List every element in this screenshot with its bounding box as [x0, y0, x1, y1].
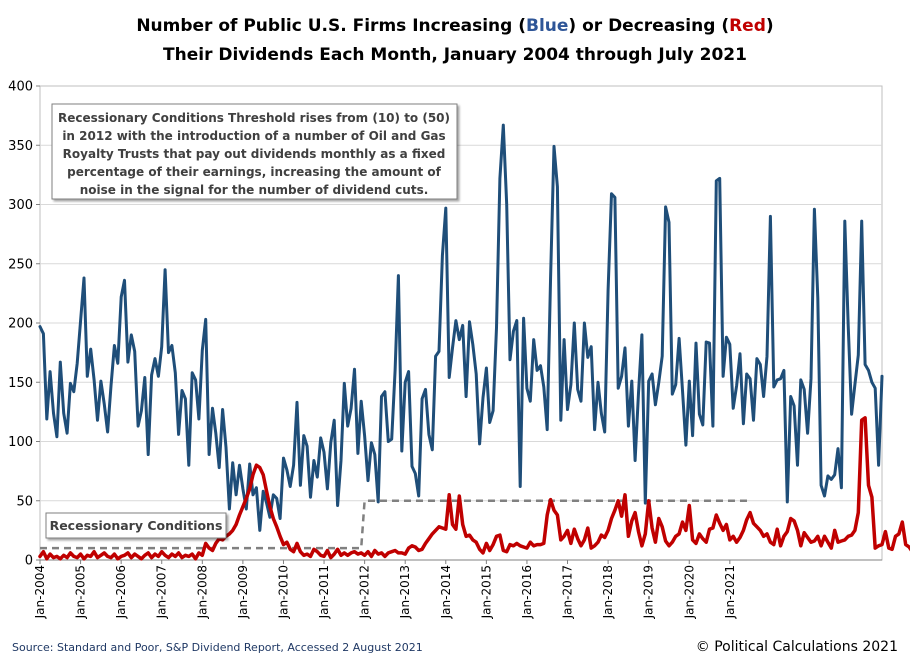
x-axis: Jan-2004 Jan-2005 Jan-2006 Jan-2007 Jan-2008…: [33, 559, 882, 619]
y-tick-label: 250: [8, 257, 33, 272]
annotation-line: percentage of their earnings, increasing…: [67, 165, 441, 179]
copyright-credit: © Political Calculations 2021: [696, 639, 898, 655]
y-tick-label: 350: [8, 139, 33, 154]
series-layer: [38, 123, 910, 561]
x-tick-label: Jan-2007: [155, 565, 169, 619]
series-line-decreasing: [38, 416, 910, 561]
y-tick-label: 150: [8, 376, 33, 391]
x-tick-label: Jan-2010: [276, 565, 290, 619]
recessionary-conditions-text: Recessionary Conditions: [50, 518, 223, 533]
x-tick-label: Jan-2019: [642, 565, 656, 619]
x-tick-label: Jan-2008: [195, 565, 209, 619]
y-tick-label: 200: [8, 317, 33, 332]
x-tick-label: Jan-2016: [520, 565, 534, 619]
x-tick-label: Jan-2017: [561, 565, 575, 619]
x-tick-label: Jan-2014: [439, 565, 453, 619]
annotation-line: noise in the signal for the number of di…: [80, 183, 429, 197]
x-tick-label: Jan-2009: [236, 565, 250, 619]
y-tick-label: 400: [8, 80, 33, 95]
annotation-line: Royalty Trusts that pay out dividends mo…: [63, 147, 446, 161]
y-tick-label: 50: [16, 494, 33, 509]
x-tick-label: Jan-2021: [723, 565, 737, 619]
x-tick-label: Jan-2011: [317, 565, 331, 619]
chart-title-line-1: Number of Public U.S. Firms Increasing (…: [136, 16, 773, 36]
annotation-line: Recessionary Conditions Threshold rises …: [58, 111, 450, 125]
annotation-line: in 2012 with the introduction of a numbe…: [62, 129, 445, 143]
x-tick-label: Jan-2005: [74, 565, 88, 619]
x-tick-label: Jan-2012: [358, 565, 372, 619]
source-note: Source: Standard and Poor, S&P Dividend …: [12, 641, 423, 654]
x-tick-label: Jan-2015: [479, 565, 493, 619]
y-tick-label: 300: [8, 198, 33, 213]
x-tick-label: Jan-2020: [682, 565, 696, 619]
x-tick-label: Jan-2004: [33, 565, 47, 619]
annotation-box: Recessionary Conditions Threshold rises …: [51, 103, 458, 200]
chart-title-line-2: Their Dividends Each Month, January 2004…: [163, 45, 747, 65]
y-tick-label: 100: [8, 435, 33, 450]
x-tick-label: Jan-2006: [114, 565, 128, 619]
y-tick-label: 0: [25, 554, 33, 569]
threshold-line: [40, 499, 751, 550]
threshold-layer: [40, 499, 751, 550]
x-tick-label: Jan-2018: [601, 565, 615, 619]
recessionary-conditions-label: Recessionary Conditions: [45, 512, 227, 539]
x-tick-label: Jan-2013: [398, 565, 412, 619]
series-line-increasing: [38, 123, 884, 532]
